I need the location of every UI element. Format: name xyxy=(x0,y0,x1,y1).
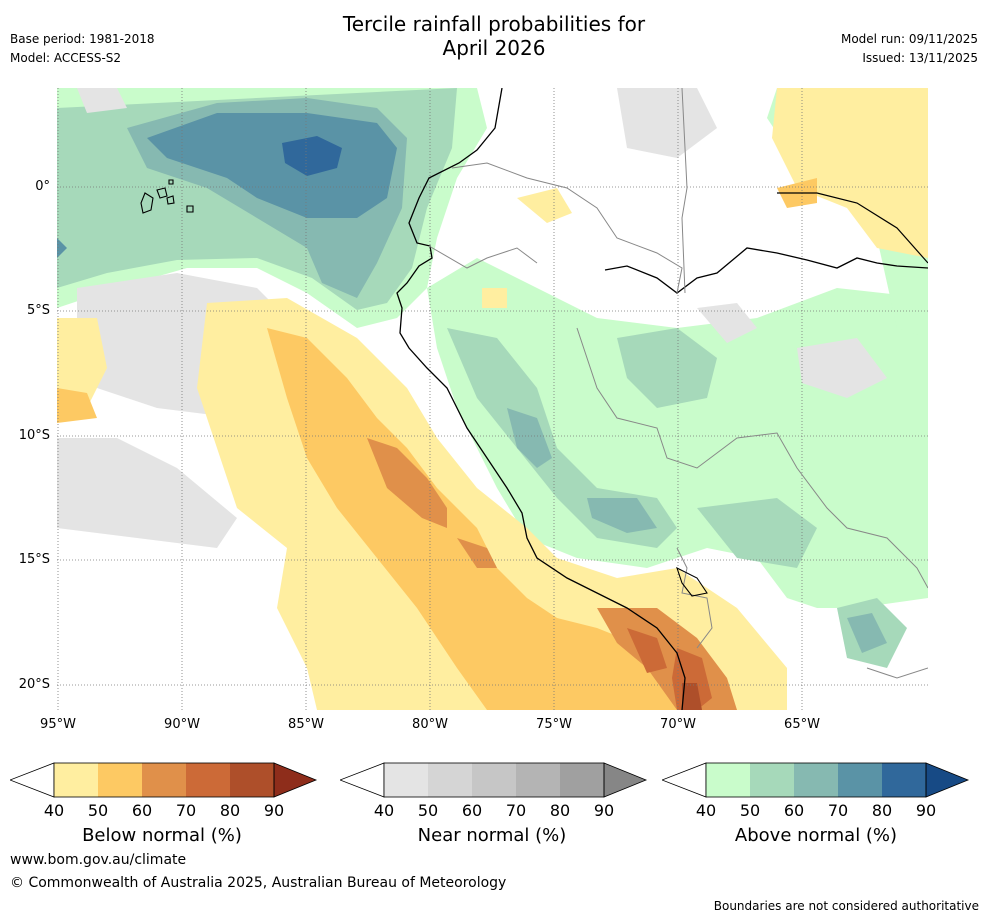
below-swatch-80 xyxy=(230,763,274,797)
boundaries-disclaimer: Boundaries are not considered authoritat… xyxy=(713,899,979,913)
above-arrow-high xyxy=(925,762,970,798)
near-tick-60: 60 xyxy=(461,801,483,820)
above-swatch-40 xyxy=(706,763,750,797)
below-tick-90: 90 xyxy=(263,801,285,820)
below-arrow-low xyxy=(10,762,55,798)
legend-below-normal xyxy=(10,762,318,798)
below-tick-80: 80 xyxy=(219,801,241,820)
below-swatch-70 xyxy=(186,763,230,797)
below-swatch-40 xyxy=(54,763,98,797)
lon-label-85w: 85°W xyxy=(288,717,324,732)
title-line-2: April 2026 xyxy=(442,36,546,60)
above-tick-60: 60 xyxy=(783,801,805,820)
title-line-1: Tercile rainfall probabilities for xyxy=(342,12,646,36)
near-arrow-low xyxy=(340,762,385,798)
lat-label-10s: 10°S xyxy=(18,428,50,443)
above-swatch-60 xyxy=(794,763,838,797)
lon-label-80w: 80°W xyxy=(412,717,448,732)
near-swatch-70 xyxy=(516,763,560,797)
above-tick-50: 50 xyxy=(739,801,761,820)
meta-right: Model run: 09/11/2025 Issued: 13/11/2025 xyxy=(841,30,978,68)
below-tick-70: 70 xyxy=(175,801,197,820)
near-swatch-60 xyxy=(472,763,516,797)
near-tick-90: 90 xyxy=(593,801,615,820)
near-tick-80: 80 xyxy=(549,801,571,820)
above-swatch-70 xyxy=(838,763,882,797)
below-arrow-high xyxy=(273,762,318,798)
lat-label-15s: 15°S xyxy=(18,552,50,567)
near-arrow-high xyxy=(603,762,648,798)
lon-label-70w: 70°W xyxy=(660,717,696,732)
below-tick-50: 50 xyxy=(87,801,109,820)
near-swatch-40 xyxy=(384,763,428,797)
below-tick-40: 40 xyxy=(43,801,65,820)
lon-label-75w: 75°W xyxy=(536,717,572,732)
above-tick-70: 70 xyxy=(827,801,849,820)
model-name: Model: ACCESS-S2 xyxy=(10,51,122,65)
near-tick-40: 40 xyxy=(373,801,395,820)
amazon-river xyxy=(604,247,928,294)
near-swatch-50 xyxy=(428,763,472,797)
near-tick-50: 50 xyxy=(417,801,439,820)
above-normal-regions xyxy=(57,88,928,668)
map-title: Tercile rainfall probabilities for April… xyxy=(0,12,988,60)
lat-label-20s: 20°S xyxy=(18,677,50,692)
above-tick-40: 40 xyxy=(695,801,717,820)
probability-map xyxy=(57,88,928,710)
near-tick-70: 70 xyxy=(505,801,527,820)
meta-left: Base period: 1981-2018 Model: ACCESS-S2 xyxy=(10,30,155,68)
above-arrow-low xyxy=(662,762,707,798)
lon-label-65w: 65°W xyxy=(784,717,820,732)
above-swatch-80 xyxy=(882,763,926,797)
issued-date: Issued: 13/11/2025 xyxy=(862,51,978,65)
legend-near-normal xyxy=(340,762,648,798)
above-tick-90: 90 xyxy=(915,801,937,820)
lake-titicaca xyxy=(676,566,708,597)
above-swatch-50 xyxy=(750,763,794,797)
below-normal-label: Below normal (%) xyxy=(82,825,242,846)
base-period: Base period: 1981-2018 xyxy=(10,32,155,46)
coastline xyxy=(396,88,686,710)
below-swatch-50 xyxy=(98,763,142,797)
galapagos-islands xyxy=(140,179,194,214)
near-swatch-80 xyxy=(560,763,604,797)
website-link[interactable]: www.bom.gov.au/climate xyxy=(10,852,187,868)
rio-negro xyxy=(777,192,928,264)
copyright-text: © Commonwealth of Australia 2025, Austra… xyxy=(10,875,507,891)
lon-label-95w: 95°W xyxy=(40,717,76,732)
legend-above-normal xyxy=(662,762,970,798)
above-tick-80: 80 xyxy=(871,801,893,820)
lat-label-5s: 5°S xyxy=(26,303,50,318)
below-swatch-60 xyxy=(142,763,186,797)
above-normal-label: Above normal (%) xyxy=(734,825,898,846)
model-run: Model run: 09/11/2025 xyxy=(840,32,978,46)
graticule xyxy=(57,88,928,710)
near-normal-label: Near normal (%) xyxy=(417,825,567,846)
below-normal-regions xyxy=(57,88,928,710)
below-tick-60: 60 xyxy=(131,801,153,820)
lat-label-0: 0° xyxy=(35,179,50,194)
lon-label-90w: 90°W xyxy=(164,717,200,732)
